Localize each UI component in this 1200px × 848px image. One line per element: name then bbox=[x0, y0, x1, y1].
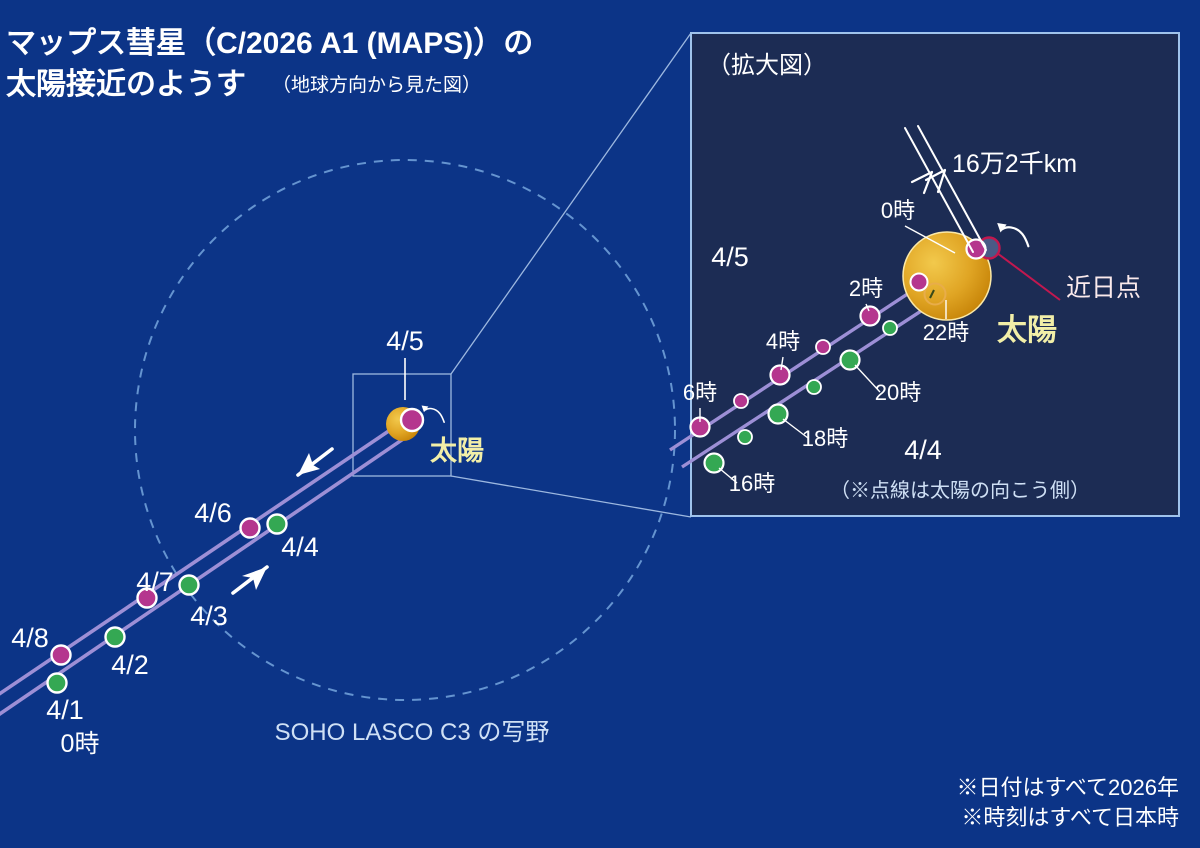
svg-text:4/4: 4/4 bbox=[904, 435, 942, 465]
svg-text:※日付はすべて2026年: ※日付はすべて2026年 bbox=[956, 775, 1179, 800]
svg-text:20時: 20時 bbox=[875, 380, 921, 405]
svg-text:4/4: 4/4 bbox=[281, 532, 319, 562]
svg-text:SOHO LASCO C3 の写野: SOHO LASCO C3 の写野 bbox=[275, 719, 550, 746]
svg-text:近日点: 近日点 bbox=[1066, 274, 1141, 302]
svg-text:（地球方向から見た図）: （地球方向から見た図） bbox=[272, 74, 481, 96]
svg-text:※時刻はすべて日本時: ※時刻はすべて日本時 bbox=[961, 805, 1179, 830]
svg-text:2時: 2時 bbox=[849, 276, 883, 301]
svg-text:4/6: 4/6 bbox=[194, 498, 232, 528]
svg-text:4/2: 4/2 bbox=[111, 650, 149, 680]
svg-text:18時: 18時 bbox=[802, 426, 848, 451]
svg-text:16万2千km: 16万2千km bbox=[952, 150, 1077, 178]
svg-text:太陽: 太陽 bbox=[430, 436, 484, 466]
svg-text:16時: 16時 bbox=[729, 471, 775, 496]
svg-text:4時: 4時 bbox=[766, 329, 800, 354]
svg-text:太陽: 太陽 bbox=[997, 314, 1057, 347]
svg-text:太陽接近のようす: 太陽接近のようす bbox=[6, 68, 246, 101]
svg-text:4/3: 4/3 bbox=[190, 601, 228, 631]
svg-text:4/5: 4/5 bbox=[711, 242, 749, 272]
svg-text:（※点線は太陽の向こう側）: （※点線は太陽の向こう側） bbox=[830, 479, 1090, 502]
svg-text:4/7: 4/7 bbox=[136, 567, 174, 597]
svg-text:0時: 0時 bbox=[881, 198, 915, 223]
svg-text:0時: 0時 bbox=[61, 730, 100, 758]
svg-text:6時: 6時 bbox=[683, 380, 717, 405]
svg-text:4/8: 4/8 bbox=[11, 623, 49, 653]
svg-text:22時: 22時 bbox=[923, 320, 969, 345]
svg-text:マップス彗星（C/2026 A1 (MAPS)）の: マップス彗星（C/2026 A1 (MAPS)）の bbox=[6, 26, 533, 60]
svg-text:（拡大図）: （拡大図） bbox=[707, 52, 827, 79]
svg-text:4/1: 4/1 bbox=[46, 695, 84, 725]
svg-text:4/5: 4/5 bbox=[386, 326, 424, 356]
